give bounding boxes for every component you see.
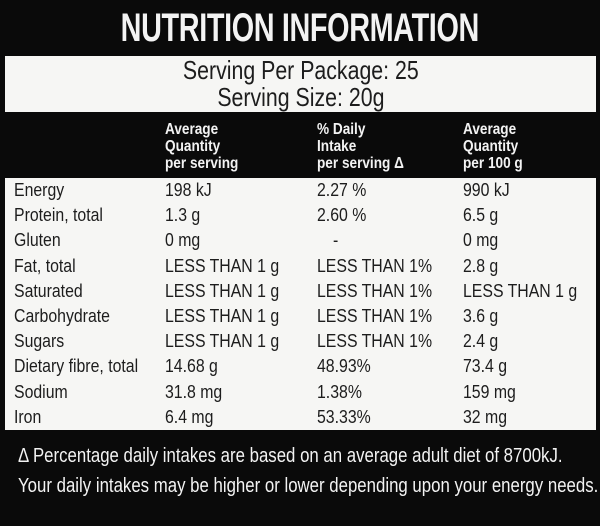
table-row: Fat, total LESS THAN 1 g LESS THAN 1% 2.…	[5, 254, 596, 279]
value-per-100g: 2.4 g	[463, 331, 499, 352]
table-row: Dietary fibre, total 14.68 g 48.93% 73.4…	[5, 354, 596, 379]
value-daily-intake: LESS THAN 1%	[317, 331, 433, 352]
value-per-serving: 14.68 g	[165, 356, 218, 377]
value-per-100g: 32 mg	[463, 406, 508, 427]
serving-per-package: Serving Per Package: 25	[182, 55, 419, 85]
column-header-daily-intake: % Daily Intake per serving Δ	[317, 121, 404, 172]
value-per-serving: 1.3 g	[165, 205, 201, 226]
nutrition-table: Energy 198 kJ 2.27 % 990 kJ Protein, tot…	[5, 178, 596, 430]
value-daily-intake: 48.93%	[317, 356, 371, 377]
table-row: Sugars LESS THAN 1 g LESS THAN 1% 2.4 g	[5, 329, 596, 354]
value-per-100g: 3.6 g	[463, 305, 499, 326]
value-daily-intake: LESS THAN 1%	[317, 280, 433, 301]
value-per-100g: LESS THAN 1 g	[463, 280, 578, 301]
table-row: Carbohydrate LESS THAN 1 g LESS THAN 1% …	[5, 304, 596, 329]
value-per-100g: 990 kJ	[463, 180, 510, 200]
value-per-serving: LESS THAN 1 g	[165, 305, 280, 326]
nutrient-label: Saturated	[14, 280, 83, 301]
value-per-100g: 0 mg	[463, 230, 499, 251]
value-per-serving: LESS THAN 1 g	[165, 255, 280, 276]
nutrient-label: Sodium	[14, 381, 68, 402]
value-per-100g: 2.8 g	[463, 255, 499, 276]
page-title: NUTRITION INFORMATION	[120, 5, 480, 50]
table-row: Sodium 31.8 mg 1.38% 159 mg	[5, 380, 596, 405]
nutrient-label: Dietary fibre, total	[14, 356, 139, 377]
nutrient-label: Protein, total	[14, 205, 103, 226]
table-row: Saturated LESS THAN 1 g LESS THAN 1% LES…	[5, 279, 596, 304]
serving-size: Serving Size: 20g	[216, 82, 385, 112]
column-header-line: Intake	[317, 138, 357, 155]
column-header-line: per serving Δ	[317, 155, 404, 172]
column-header-band: Average Quantity per serving % Daily Int…	[0, 112, 600, 178]
value-per-serving: 198 kJ	[165, 180, 212, 200]
column-header-line: Average	[463, 121, 517, 138]
value-per-serving: 6.4 mg	[165, 406, 214, 427]
column-header-line: Average	[165, 121, 219, 138]
value-per-100g: 6.5 g	[463, 205, 499, 226]
footnote-line-1: Δ Percentage daily intakes are based on …	[18, 445, 563, 467]
column-header-line: Quantity	[463, 138, 519, 155]
value-per-serving: 0 mg	[165, 230, 201, 251]
nutrient-label: Carbohydrate	[14, 305, 110, 326]
title-band: NUTRITION INFORMATION	[0, 0, 600, 56]
nutrient-label: Sugars	[14, 331, 65, 352]
nutrient-label: Gluten	[14, 230, 61, 251]
column-header-avg-per-100g: Average Quantity per 100 g	[463, 121, 523, 172]
column-header-line: per serving	[165, 155, 239, 172]
value-daily-intake: -	[333, 230, 339, 251]
footnote: Δ Percentage daily intakes are based on …	[18, 441, 599, 501]
value-per-100g: 159 mg	[463, 381, 516, 402]
value-per-serving: LESS THAN 1 g	[165, 280, 280, 301]
table-row: Iron 6.4 mg 53.33% 32 mg	[5, 405, 596, 430]
table-row: Protein, total 1.3 g 2.60 % 6.5 g	[5, 203, 596, 228]
value-daily-intake: LESS THAN 1%	[317, 255, 433, 276]
column-header-line: % Daily	[317, 121, 366, 138]
table-row: Gluten 0 mg - 0 mg	[5, 228, 596, 253]
value-daily-intake: 1.38%	[317, 381, 362, 402]
nutrient-label: Energy	[14, 180, 65, 200]
nutrient-label: Iron	[14, 406, 42, 427]
serving-panel: Serving Per Package: 25 Serving Size: 20…	[5, 56, 596, 112]
value-daily-intake: 2.27 %	[317, 180, 367, 200]
value-per-100g: 73.4 g	[463, 356, 508, 377]
value-per-serving: 31.8 mg	[165, 381, 223, 402]
value-daily-intake: 2.60 %	[317, 205, 367, 226]
value-daily-intake: 53.33%	[317, 406, 371, 427]
nutrient-label: Fat, total	[14, 255, 76, 276]
value-daily-intake: LESS THAN 1%	[317, 305, 433, 326]
footnote-line-2: Your daily intakes may be higher or lowe…	[18, 475, 599, 497]
column-header-avg-per-serving: Average Quantity per serving	[165, 121, 238, 172]
column-header-line: Quantity	[165, 138, 221, 155]
value-per-serving: LESS THAN 1 g	[165, 331, 280, 352]
table-row: Energy 198 kJ 2.27 % 990 kJ	[5, 178, 596, 203]
column-header-line: per 100 g	[463, 155, 523, 172]
